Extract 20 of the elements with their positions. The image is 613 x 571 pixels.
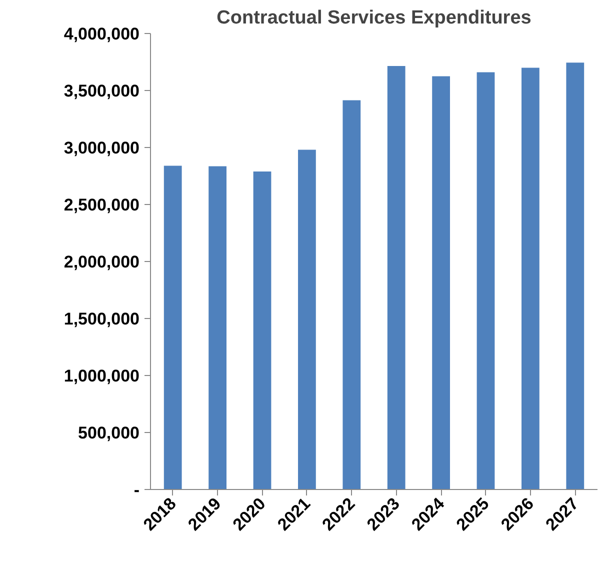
y-tick-label: 2,000,000 bbox=[64, 252, 140, 272]
bar bbox=[208, 166, 226, 490]
y-tick-label: 2,500,000 bbox=[64, 196, 140, 214]
y-tick-label: 3,000,000 bbox=[64, 138, 140, 158]
bar bbox=[342, 100, 361, 490]
bar bbox=[298, 150, 316, 490]
bar bbox=[387, 66, 406, 490]
bar bbox=[566, 62, 584, 490]
chart-title: Contractual Services Expenditures bbox=[216, 8, 532, 28]
y-tick-label: 3,500,000 bbox=[64, 82, 140, 100]
y-tick-label: 4,000,000 bbox=[64, 24, 140, 44]
y-tick-label: 1,500,000 bbox=[64, 310, 140, 328]
bar bbox=[522, 68, 540, 490]
y-tick-label: 1,000,000 bbox=[64, 366, 140, 386]
bar bbox=[432, 76, 450, 490]
bar bbox=[476, 72, 495, 490]
bar bbox=[164, 166, 182, 490]
y-tick-label: - bbox=[134, 480, 140, 500]
bar bbox=[253, 171, 272, 490]
y-tick-label: 500,000 bbox=[78, 424, 140, 442]
